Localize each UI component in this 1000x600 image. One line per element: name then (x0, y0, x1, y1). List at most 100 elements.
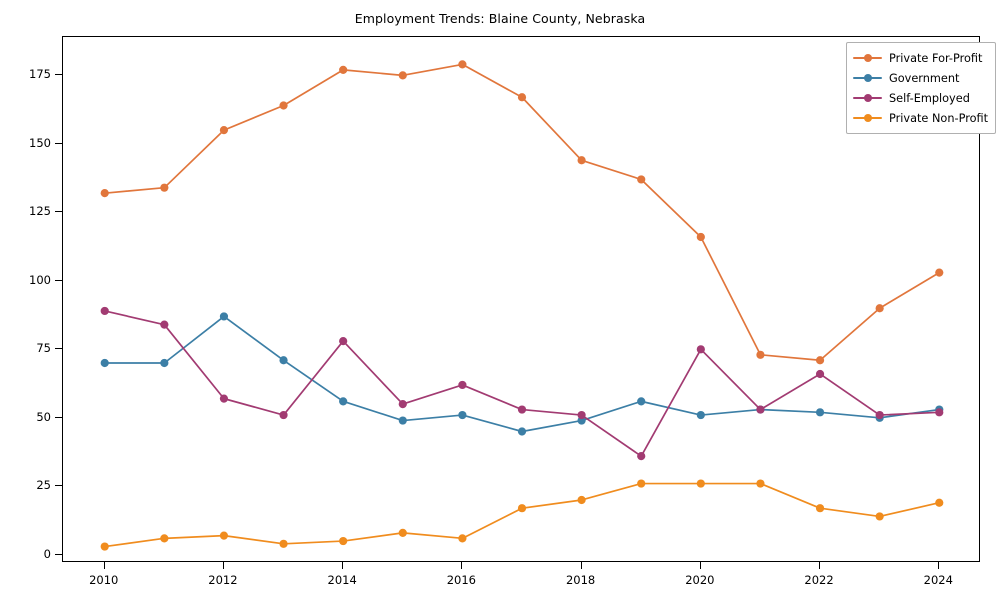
data-point-marker (219, 312, 229, 321)
data-point-marker (339, 536, 348, 546)
legend-label: Government (889, 71, 960, 85)
legend-item[interactable]: Private Non-Profit (853, 108, 988, 128)
legend-item[interactable]: Government (853, 68, 988, 88)
data-point-marker (517, 405, 527, 414)
legend-swatch-icon (853, 92, 882, 104)
y-axis-tick-label: 100 (29, 272, 51, 287)
y-axis-tick-label: 175 (29, 67, 51, 82)
data-point-marker (875, 304, 884, 313)
data-point-marker (100, 189, 109, 198)
data-point-marker (160, 534, 169, 543)
data-point-marker (875, 410, 884, 420)
y-axis-tick-label: 125 (29, 204, 51, 219)
x-axis-tick-label: 2014 (327, 573, 357, 587)
data-point-marker (696, 345, 705, 354)
data-point-marker (875, 512, 884, 521)
data-point-marker (756, 405, 765, 414)
plot-area (62, 36, 980, 562)
data-point-marker (517, 427, 527, 436)
data-point-marker (458, 60, 467, 69)
data-point-marker (458, 380, 467, 390)
x-axis-tick-label: 2018 (565, 573, 596, 587)
series-line (103, 315, 941, 433)
data-point-marker (219, 531, 229, 540)
data-point-marker (815, 356, 825, 365)
chart-legend: Private For-Profit Government Self-Employe… (846, 42, 997, 134)
data-point-marker (458, 534, 467, 543)
x-axis-tick-label: 2024 (923, 573, 953, 587)
data-point-marker (219, 126, 229, 135)
legend-item[interactable]: Private For-Profit (853, 48, 988, 68)
chart-title: Employment Trends: Blaine County, Nebras… (354, 11, 646, 26)
y-axis-tick-label: 0 (43, 546, 51, 561)
data-point-marker (398, 400, 407, 409)
data-point-marker (637, 175, 646, 184)
series-self-employed (100, 306, 944, 461)
y-axis-tick-mark (55, 348, 62, 350)
y-axis-tick-mark (55, 279, 62, 281)
data-point-marker (815, 504, 825, 513)
data-point-marker (160, 320, 169, 329)
data-point-marker (100, 306, 109, 316)
data-point-marker (339, 397, 348, 406)
data-point-marker (100, 542, 109, 551)
legend-label: Private For-Profit (889, 51, 983, 65)
y-axis-tick-labels: 0 25 50 75 100 125 150 175 (0, 36, 51, 562)
data-point-marker (577, 156, 586, 165)
legend-marker-dot (863, 114, 872, 122)
data-point-marker (279, 101, 288, 110)
data-point-marker (160, 183, 169, 192)
legend-marker-dot (863, 54, 872, 62)
data-point-marker (398, 71, 407, 80)
data-point-marker (756, 350, 765, 359)
x-axis-tick-label: 2012 (208, 573, 238, 587)
y-axis-tick-mark (55, 142, 62, 144)
data-point-marker (100, 358, 109, 368)
data-point-marker (279, 539, 288, 548)
series-private-non-profit (100, 479, 944, 551)
legend-marker-dot (863, 74, 872, 82)
x-axis-tick-mark (103, 562, 105, 569)
x-axis-tick-mark (461, 562, 463, 569)
data-point-marker (219, 394, 229, 403)
data-point-marker (756, 479, 765, 488)
data-point-marker (637, 397, 646, 406)
legend-item[interactable]: Self-Employed (853, 88, 988, 108)
x-axis-tick-mark (222, 562, 225, 569)
data-point-marker (517, 93, 527, 102)
legend-swatch-icon (853, 52, 882, 64)
data-point-marker (160, 358, 169, 368)
data-point-marker (517, 504, 527, 513)
data-point-marker (398, 416, 407, 425)
x-axis-tick-label: 2022 (804, 573, 834, 587)
x-axis-tick-mark (580, 562, 582, 569)
y-axis-tick-label: 75 (36, 341, 51, 356)
data-point-marker (339, 336, 348, 346)
y-axis-tick-mark (55, 211, 62, 213)
data-point-marker (935, 498, 944, 507)
data-point-marker (577, 495, 586, 505)
data-point-marker (577, 410, 586, 420)
data-point-marker (935, 408, 944, 417)
x-axis-tick-label: 2020 (685, 573, 715, 587)
data-point-marker (696, 232, 705, 242)
data-point-marker (696, 479, 705, 488)
series-canvas (100, 60, 944, 551)
data-point-marker (637, 452, 646, 461)
x-axis-tick-label: 2016 (446, 573, 477, 587)
x-axis-tick-mark (819, 562, 821, 569)
series-private-for-profit (100, 60, 944, 365)
legend-swatch-icon (853, 112, 882, 124)
data-point-marker (279, 410, 288, 420)
data-point-marker (935, 268, 944, 277)
x-axis-tick-mark (342, 562, 344, 569)
x-axis-tick-mark (938, 562, 940, 569)
data-point-marker (458, 410, 467, 420)
data-point-marker (696, 410, 705, 420)
y-axis-tick-mark (55, 74, 62, 76)
data-point-marker (279, 356, 288, 365)
y-axis-tick-mark (55, 485, 62, 487)
y-axis-tick-label: 25 (36, 478, 51, 493)
legend-swatch-icon (853, 72, 882, 84)
legend-label: Private Non-Profit (889, 111, 989, 125)
